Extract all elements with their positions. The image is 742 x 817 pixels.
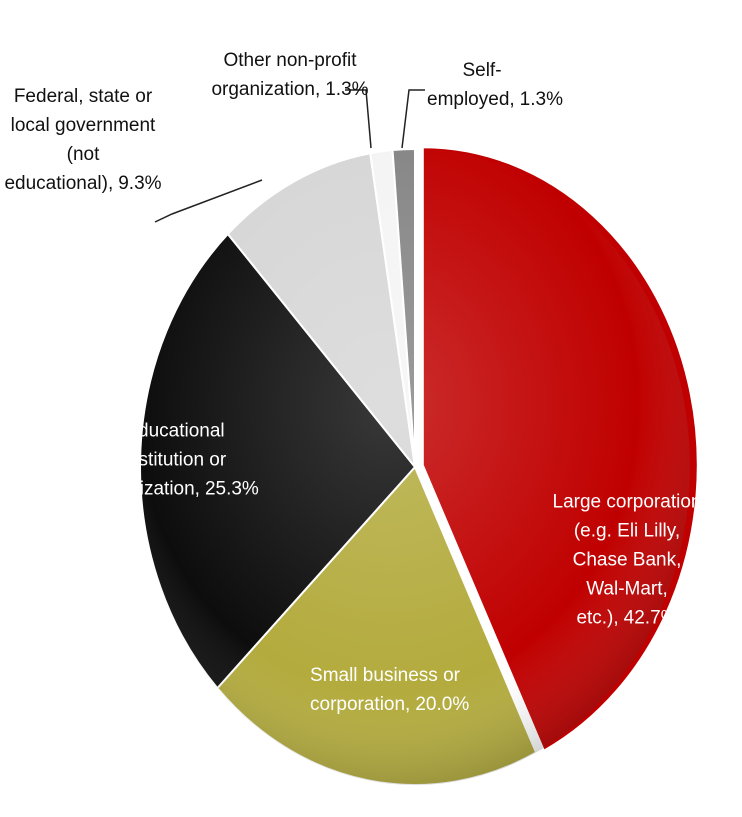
slice-label: Federal, state or local government (not … [0, 82, 168, 198]
slice-label: Other non-profit organization, 1.3% [210, 46, 370, 104]
category-label: Large corporation (e.g. Eli Lilly, Chase… [552, 491, 702, 629]
leader-line [154, 179, 263, 223]
leader-line [401, 89, 425, 149]
value-label: 25.3% [204, 478, 259, 500]
value-label: 42.7% [623, 607, 678, 629]
category-label: Small business or corporation, [310, 665, 460, 715]
slice-label: Educational institution or organization,… [90, 417, 260, 504]
value-label: 9.3% [118, 173, 162, 194]
slice-label: Large corporation (e.g. Eli Lilly, Chase… [552, 488, 702, 633]
slice-label: Small business or corporation, 20.0% [310, 661, 469, 719]
category-label: Educational institution or organization, [91, 420, 227, 500]
leader-line [345, 89, 372, 149]
slice-label: Self-employed, 1.3% [427, 56, 563, 114]
value-label: 20.0% [415, 694, 470, 715]
category-label: Self-employed, [427, 60, 515, 110]
category-label: Federal, state or local government (not … [4, 86, 156, 194]
value-label: 1.3% [519, 89, 563, 110]
value-label: 1.3% [325, 79, 369, 100]
category-label: Other non-profit organization, [211, 50, 357, 100]
